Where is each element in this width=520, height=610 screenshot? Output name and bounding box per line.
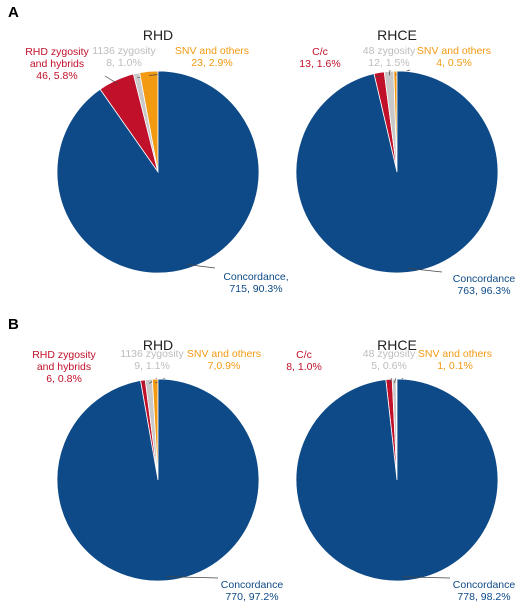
slice-label-line: 13, 1.6% xyxy=(299,58,340,70)
slice-label-zygosity-hybrids: RHD zygosity and hybrids 6, 0.8% xyxy=(32,349,96,385)
slice-label-line: 1136 zygosity xyxy=(120,348,184,360)
leader-line xyxy=(389,377,393,384)
slice-label-zygosity-1136: 48 zygosity 12, 1.5% xyxy=(363,45,416,69)
slice-label-line: and hybrids xyxy=(37,361,91,373)
slice-label-line: Concordance, xyxy=(223,271,288,283)
slice-label-line: 8, 1.0% xyxy=(106,57,142,69)
slice-label-line: SNV and others xyxy=(175,45,249,57)
leader-line xyxy=(393,377,397,384)
slice-label-line: 9, 1.1% xyxy=(134,360,170,372)
slice-label-line: 23, 2.9% xyxy=(191,57,232,69)
slice-label-zygosity-hybrids: C/c 13, 1.6% xyxy=(299,46,340,70)
slice-label-zygosity-hybrids: RHD zygosity and hybrids 46, 5.8% xyxy=(25,46,89,82)
panel-letter-a: A xyxy=(8,4,19,21)
slice-label-line: SNV and others xyxy=(418,348,492,360)
slice-label-line: 8, 1.0% xyxy=(286,361,322,373)
chart-title: RHCE xyxy=(377,337,417,353)
slice-label-snv: SNV and others 7,0.9% xyxy=(187,348,261,372)
slice-label-zygosity-1136: 1136 zygosity 8, 1.0% xyxy=(92,45,156,69)
slice-label-line: 6, 0.8% xyxy=(46,373,82,385)
pie-slice-concordance xyxy=(56,378,260,582)
pie-slice-concordance xyxy=(295,70,499,274)
slice-label-concordance: Concordance, 715, 90.3% xyxy=(223,271,288,295)
slice-label-line: 5, 0.6% xyxy=(371,360,407,372)
slice-label-zygosity-hybrids: C/c 8, 1.0% xyxy=(286,349,322,373)
slice-label-line: C/c xyxy=(312,46,328,58)
slice-label-concordance: Concordance 770, 97.2% xyxy=(221,579,284,603)
leader-line xyxy=(187,264,216,269)
slice-label-line: SNV and others xyxy=(187,348,261,360)
leader-line xyxy=(388,69,391,76)
slice-label-concordance: Concordance 778, 98.2% xyxy=(453,579,516,603)
chart-title: RHD xyxy=(143,27,173,43)
pie-slice-concordance xyxy=(56,70,260,274)
leader-line xyxy=(402,576,451,579)
pie-chart-b-rhd: RHD RHD zygosity and hybrids 6, 0.8% 1136 zy… xyxy=(32,337,283,603)
leader-line xyxy=(104,75,118,85)
slice-label-line: 48 zygosity xyxy=(363,45,416,57)
slice-label-zygosity-1136: 1136 zygosity 9, 1.1% xyxy=(120,348,184,372)
slice-label-line: 763, 96.3% xyxy=(457,285,510,297)
slice-label-line: 1, 0.1% xyxy=(437,360,473,372)
slice-label-line: 715, 90.3% xyxy=(229,283,282,295)
slice-label-line: 770, 97.2% xyxy=(225,591,278,603)
slice-label-snv: SNV and others 23, 2.9% xyxy=(175,45,249,69)
slice-label-line: C/c xyxy=(296,349,312,361)
slice-label-line: RHD zygosity xyxy=(32,349,96,361)
panel-letter-b: B xyxy=(8,316,19,333)
slice-label-snv: SNV and others 1, 0.1% xyxy=(418,348,492,372)
slice-label-line: Concordance xyxy=(221,579,284,591)
leader-line xyxy=(166,576,219,579)
chart-title: RHD xyxy=(143,337,173,353)
slice-label-line: SNV and others xyxy=(417,45,491,57)
slice-label-line: 778, 98.2% xyxy=(457,591,510,603)
slice-label-line: and hybrids xyxy=(30,58,84,70)
slice-label-zygosity-1136: 48 zygosity 5, 0.6% xyxy=(363,348,416,372)
slice-label-line: Concordance xyxy=(453,579,516,591)
slice-label-line: 1136 zygosity xyxy=(92,45,156,57)
slice-label-line: Concordance xyxy=(453,273,516,285)
pie-slice-concordance xyxy=(295,378,499,582)
slice-label-line: 7,0.9% xyxy=(208,360,241,372)
slice-label-line: 4, 0.5% xyxy=(436,57,472,69)
slice-label-concordance: Concordance 763, 96.3% xyxy=(453,273,516,297)
chart-title: RHCE xyxy=(377,27,417,43)
slice-label-snv: SNV and others 4, 0.5% xyxy=(417,45,491,69)
leader-line xyxy=(408,268,443,273)
slice-label-line: RHD zygosity xyxy=(25,46,89,58)
slice-label-line: 48 zygosity xyxy=(363,348,416,360)
slice-label-line: 46, 5.8% xyxy=(36,70,77,82)
slice-label-line: 12, 1.5% xyxy=(368,57,409,69)
